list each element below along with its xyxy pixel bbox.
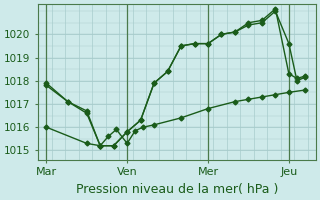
X-axis label: Pression niveau de la mer( hPa ): Pression niveau de la mer( hPa ): [76, 183, 278, 196]
